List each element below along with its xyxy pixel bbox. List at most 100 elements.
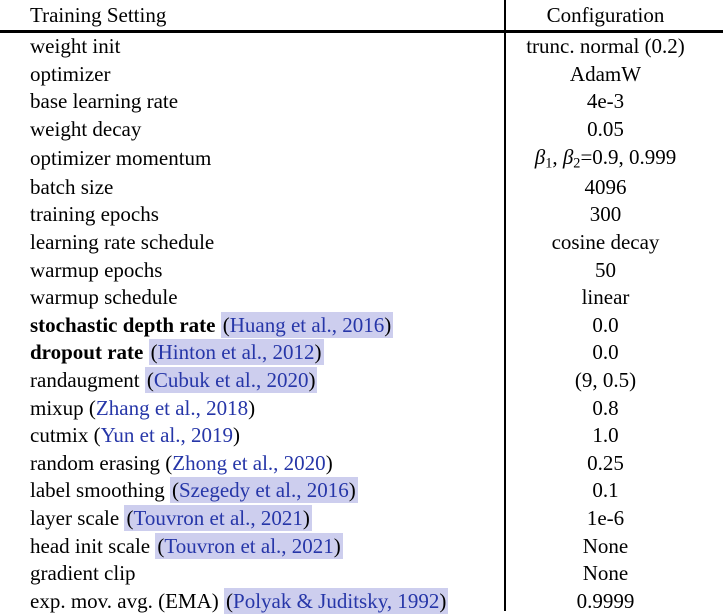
table-row: layer scale (Touvron et al., 2021) 1e-6 [0,504,723,533]
citation: (Huang et al., 2016) [220,311,394,338]
citation-link[interactable]: Yun et al., 2019 [100,423,233,448]
value-cell: linear [581,285,630,310]
citation-open-paren: ( [150,340,158,365]
value-part: =0.9, 0.999 [580,144,677,169]
citation: (Touvron et al., 2021) [155,532,343,559]
value-cell: 0.25 [587,450,624,475]
setting-label: optimizer momentum [30,145,212,170]
value-cell: 0.0 [592,340,619,365]
setting-cell: weight decay [0,117,504,142]
citation-open-paren: ( [157,533,165,558]
value-part: , [552,144,563,169]
citation-open-paren: ( [172,478,179,503]
value-cell: None [582,561,629,586]
table-row: cutmix (Yun et al., 2019) 1.0 [0,422,723,450]
setting-label: exp. mov. avg. (EMA) [30,588,219,613]
table-body: weight init trunc. normal (0.2) optimize… [0,33,723,615]
citation-close-paren: ) [302,505,310,530]
value-cell: 0.0 [592,312,619,337]
citation-link[interactable]: Zhong et al., 2020 [172,450,326,475]
citation-close-paren: ) [439,588,447,613]
citation-link[interactable]: Cubuk et al., 2020 [153,367,309,392]
citation: (Polyak & Juditsky, 1992) [224,587,449,614]
table-row: label smoothing (Szegedy et al., 2016) 0… [0,477,723,505]
setting-cell: head init scale (Touvron et al., 2021) [0,532,504,559]
setting-label: stochastic depth rate [30,312,216,337]
setting-label: mixup [30,395,84,420]
setting-cell: label smoothing (Szegedy et al., 2016) [0,477,504,504]
citation-close-paren: ) [232,423,240,448]
table-row: dropout rate (Hinton et al., 2012) 0.0 [0,339,723,367]
setting-label: random erasing [30,450,161,475]
citation: (Hinton et al., 2012) [148,339,324,366]
value-cell: 0.9999 [576,588,635,613]
table-row: optimizer AdamW [0,61,723,89]
table-row: warmup epochs 50 [0,256,723,284]
value-cell: None [582,533,629,558]
value-part: β [534,144,546,169]
value-cell: 1.0 [592,423,619,448]
setting-cell: stochastic depth rate (Huang et al., 201… [0,311,504,338]
setting-label: head init scale [30,533,151,558]
value-cell: cosine decay [551,230,660,255]
setting-label: learning rate schedule [30,230,215,255]
citation-link[interactable]: Touvron et al., 2021 [133,505,303,530]
setting-cell: weight init [0,34,504,59]
setting-label: cutmix [30,423,89,448]
setting-label: batch size [30,174,114,199]
value-cell: (9, 0.5) [574,367,637,392]
citation-link[interactable]: Zhang et al., 2018 [95,395,249,420]
citation-open-paren: ( [165,450,173,475]
table-row: optimizer momentum β1, β2=0.9, 0.999 [0,143,723,173]
table-header-row: Training Setting Configuration [0,0,723,33]
table-row: stochastic depth rate (Huang et al., 201… [0,311,723,340]
table-row: warmup schedule linear [0,284,723,312]
setting-cell: gradient clip [0,561,504,586]
table-row: weight init trunc. normal (0.2) [0,33,723,61]
citation: (Touvron et al., 2021) [124,504,312,531]
citation-link[interactable]: Szegedy et al., 2016 [179,478,349,503]
citation-open-paren: ( [93,423,101,448]
citation: (Zhang et al., 2018) [89,396,255,420]
setting-cell: learning rate schedule [0,230,504,255]
citation: (Yun et al., 2019) [94,423,240,447]
citation-link[interactable]: Touvron et al., 2021 [164,533,334,558]
citation-open-paren: ( [88,395,96,420]
value-part: 1 [545,155,553,172]
setting-label: gradient clip [30,561,136,586]
citation-open-paren: ( [126,505,134,530]
citation: (Cubuk et al., 2020) [144,366,318,393]
table-row: gradient clip None [0,560,723,588]
citation-open-paren: ( [146,367,154,392]
value-part: β [562,144,574,169]
setting-cell: warmup schedule [0,285,504,310]
setting-cell: base learning rate [0,89,504,114]
citation-close-paren: ) [314,340,322,365]
value-cell: 4096 [584,174,627,199]
setting-cell: layer scale (Touvron et al., 2021) [0,504,504,531]
table-row: weight decay 0.05 [0,116,723,144]
setting-cell: optimizer [0,62,504,87]
setting-label: weight init [30,34,121,59]
value-cell: 0.05 [587,117,624,142]
table-row: batch size 4096 [0,174,723,202]
setting-label: optimizer [30,61,111,86]
citation-link[interactable]: Hinton et al., 2012 [157,340,315,365]
citation-link[interactable]: Huang et al., 2016 [229,312,385,337]
citation-link[interactable]: Polyak & Juditsky, 1992 [233,588,440,613]
citation-close-paren: ) [333,533,341,558]
value-cell: AdamW [569,61,642,86]
table-row: learning rate schedule cosine decay [0,229,723,257]
value-part: 2 [573,155,581,172]
setting-label: label smoothing [30,478,165,503]
value-cell: 300 [589,202,622,227]
column-divider [504,0,506,611]
citation: (Szegedy et al., 2016) [170,477,358,504]
setting-label: warmup schedule [30,285,178,310]
setting-label: warmup epochs [30,257,163,282]
setting-cell: training epochs [0,202,504,227]
table-row: training epochs 300 [0,201,723,229]
citation: (Zhong et al., 2020) [165,451,332,475]
header-setting: Training Setting [30,2,167,27]
value-cell: 1e-6 [586,505,625,530]
